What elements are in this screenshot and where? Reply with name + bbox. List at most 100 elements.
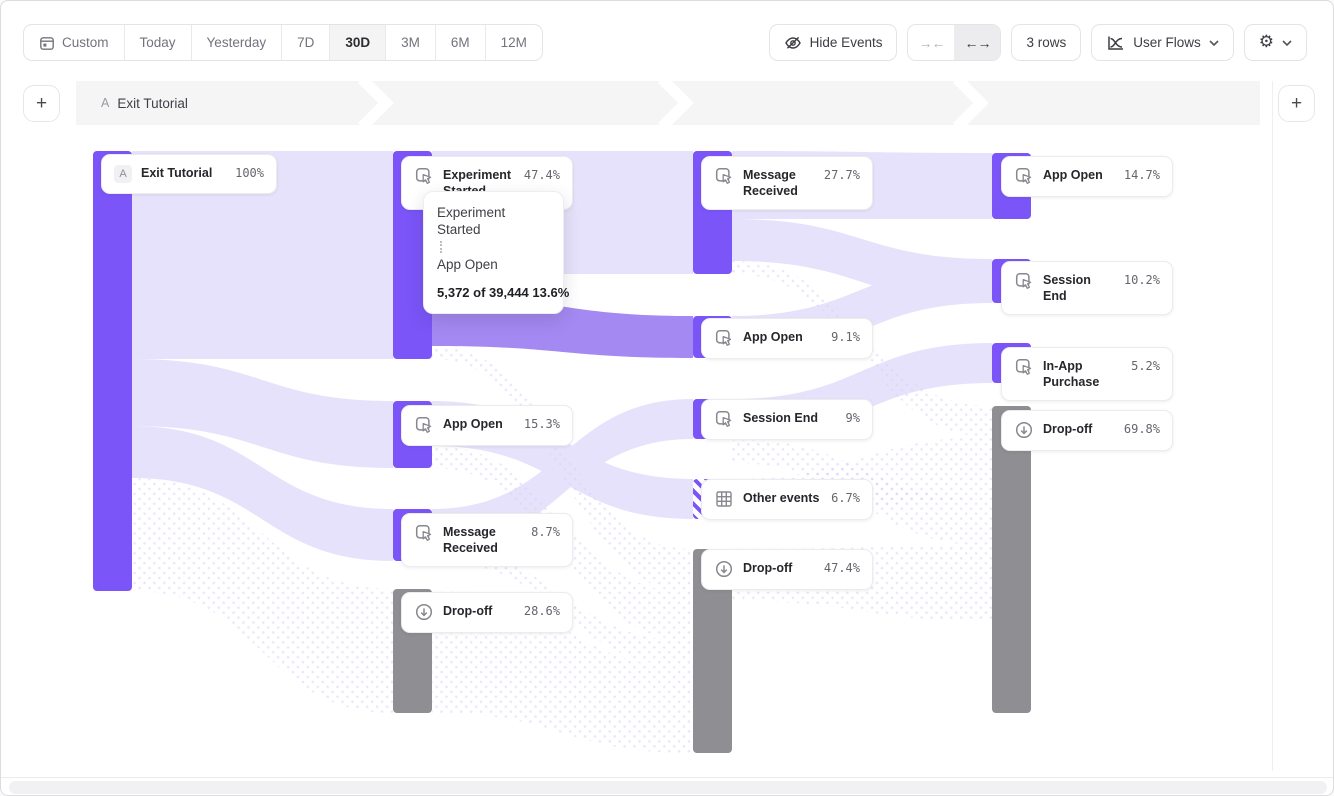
node-label: Drop-off xyxy=(1043,422,1093,436)
date-range-6m[interactable]: 6M xyxy=(436,25,486,60)
plus-icon: + xyxy=(1290,92,1303,114)
add-step-right-button[interactable]: + xyxy=(1278,85,1315,122)
rows-button[interactable]: 3 rows xyxy=(1011,24,1082,61)
node-label: App Open xyxy=(743,330,803,344)
expand-columns-button[interactable]: ←→ xyxy=(954,25,1001,60)
date-range-picker: Custom Today Yesterday 7D 30D 3M 6M 12M xyxy=(23,24,543,61)
node-percentage: 9.1% xyxy=(831,330,860,344)
date-range-label: Today xyxy=(139,35,176,50)
flow-node-c2-app-open[interactable]: App Open 15.3% xyxy=(401,405,573,446)
flow-node-c4-app-open[interactable]: App Open 14.7% xyxy=(1001,156,1173,197)
date-range-today[interactable]: Today xyxy=(125,25,192,60)
date-range-7d[interactable]: 7D xyxy=(282,25,331,60)
date-range-3m[interactable]: 3M xyxy=(386,25,436,60)
drop-off-arrow-icon xyxy=(1014,420,1034,440)
toolbar: Custom Today Yesterday 7D 30D 3M 6M 12M Hide Ev… xyxy=(1,1,1333,63)
node-percentage: 5.2% xyxy=(1131,359,1160,373)
add-step-left-button[interactable]: + xyxy=(23,85,60,122)
toolbar-right: Hide Events →← ←→ 3 rows xyxy=(768,24,1307,61)
flow-node-c3-session-end[interactable]: Session End 9% xyxy=(701,399,873,440)
step-a-badge: A xyxy=(114,165,132,183)
node-label: Exit Tutorial xyxy=(141,166,213,180)
tooltip-connector xyxy=(440,241,442,253)
sankey-canvas: Experiment Started App Open 5,372 of 39,… xyxy=(1,125,1333,777)
tooltip-to-event: App Open xyxy=(437,257,498,272)
right-gutter-divider xyxy=(1272,81,1273,771)
date-range-yesterday[interactable]: Yesterday xyxy=(192,25,283,60)
flow-ribbon[interactable] xyxy=(132,359,393,468)
flow-node-c3-app-open[interactable]: App Open 9.1% xyxy=(701,318,873,359)
node-percentage: 8.7% xyxy=(531,525,560,539)
node-label: Other events xyxy=(743,491,820,505)
flow-node-c3-other-events[interactable]: Other events 6.7% xyxy=(701,479,873,520)
horizontal-scrollbar[interactable] xyxy=(9,781,1327,794)
link-tooltip: Experiment Started App Open 5,372 of 39,… xyxy=(423,191,570,314)
flow-step-banner[interactable]: A Exit Tutorial xyxy=(76,81,1260,125)
node-label: App Open xyxy=(443,417,503,431)
hide-events-label: Hide Events xyxy=(809,35,883,50)
calendar-icon xyxy=(39,35,55,51)
flow-node-c3-message-received[interactable]: Message Received 27.7% xyxy=(701,156,873,210)
node-percentage: 69.8% xyxy=(1123,422,1160,436)
flow-ribbon[interactable] xyxy=(732,219,992,303)
tooltip-stat: 5,372 of 39,444 13.6% xyxy=(437,285,570,300)
node-label: Session End xyxy=(1043,273,1091,303)
flow-node-exit-tutorial[interactable]: A Exit Tutorial 100% xyxy=(101,154,277,194)
plus-icon: + xyxy=(35,92,48,114)
node-percentage: 15.3% xyxy=(523,417,560,431)
date-range-label: Yesterday xyxy=(206,35,267,50)
flow-node-c4-session-end[interactable]: Session End 10.2% xyxy=(1001,261,1173,315)
step-chevron-separator xyxy=(953,81,989,125)
date-range-label: 6M xyxy=(450,35,470,50)
event-cursor-icon xyxy=(414,415,434,435)
flow-step-label: A Exit Tutorial xyxy=(101,81,188,125)
chevron-down-icon xyxy=(1209,39,1219,46)
event-cursor-icon xyxy=(714,328,734,348)
node-label: In-App Purchase xyxy=(1043,359,1100,389)
flow-bar-c4-drop-off[interactable] xyxy=(992,406,1031,713)
node-percentage: 10.2% xyxy=(1123,273,1160,287)
collapse-columns-button[interactable]: →← xyxy=(908,25,955,60)
chevron-down-icon xyxy=(1282,39,1292,46)
flow-step-title: Exit Tutorial xyxy=(117,95,188,111)
settings-dropdown[interactable]: ⚙ xyxy=(1243,24,1307,61)
flow-ribbon[interactable] xyxy=(132,426,393,561)
eye-off-icon xyxy=(784,34,802,52)
chart-type-label: User Flows xyxy=(1133,35,1201,50)
gear-icon: ⚙ xyxy=(1258,32,1274,52)
date-range-30d[interactable]: 30D xyxy=(330,25,387,60)
user-flows-chart-icon xyxy=(1106,34,1125,52)
node-percentage: 28.6% xyxy=(523,604,560,618)
node-percentage: 27.7% xyxy=(823,168,860,182)
date-range-12m[interactable]: 12M xyxy=(486,25,542,60)
flow-ribbon[interactable] xyxy=(132,478,393,713)
drop-off-arrow-icon xyxy=(414,602,434,622)
rows-label: 3 rows xyxy=(1026,35,1067,50)
step-chevron-separator xyxy=(658,81,694,125)
node-label: Session End xyxy=(743,411,819,425)
event-cursor-icon xyxy=(1014,271,1034,291)
flow-node-c3-drop-off[interactable]: Drop-off 47.4% xyxy=(701,549,873,590)
date-range-custom[interactable]: Custom xyxy=(24,25,125,60)
event-cursor-icon xyxy=(1014,357,1034,377)
event-cursor-icon xyxy=(414,166,434,186)
drop-off-arrow-icon xyxy=(714,559,734,579)
date-range-label: 3M xyxy=(401,35,420,50)
hide-events-button[interactable]: Hide Events xyxy=(768,24,898,61)
flow-bar-exit-tutorial[interactable] xyxy=(93,151,132,591)
node-label: Drop-off xyxy=(743,561,793,575)
date-range-label: 30D xyxy=(345,35,371,50)
event-cursor-icon xyxy=(414,523,434,543)
flow-node-c2-message-received[interactable]: Message Received 8.7% xyxy=(401,513,573,567)
chart-type-dropdown[interactable]: User Flows xyxy=(1091,24,1234,61)
node-percentage: 100% xyxy=(235,166,264,180)
flow-node-c4-in-app-purchase[interactable]: In-App Purchase 5.2% xyxy=(1001,347,1173,401)
node-label: Message Received xyxy=(743,168,798,198)
event-cursor-icon xyxy=(714,409,734,429)
date-range-label: 7D xyxy=(297,35,315,50)
flow-node-c4-drop-off[interactable]: Drop-off 69.8% xyxy=(1001,410,1173,451)
step-chevron-separator xyxy=(358,81,394,125)
flow-node-c2-drop-off[interactable]: Drop-off 28.6% xyxy=(401,592,573,633)
node-percentage: 47.4% xyxy=(523,168,560,182)
expand-arrows-icon: ←→ xyxy=(964,34,991,51)
